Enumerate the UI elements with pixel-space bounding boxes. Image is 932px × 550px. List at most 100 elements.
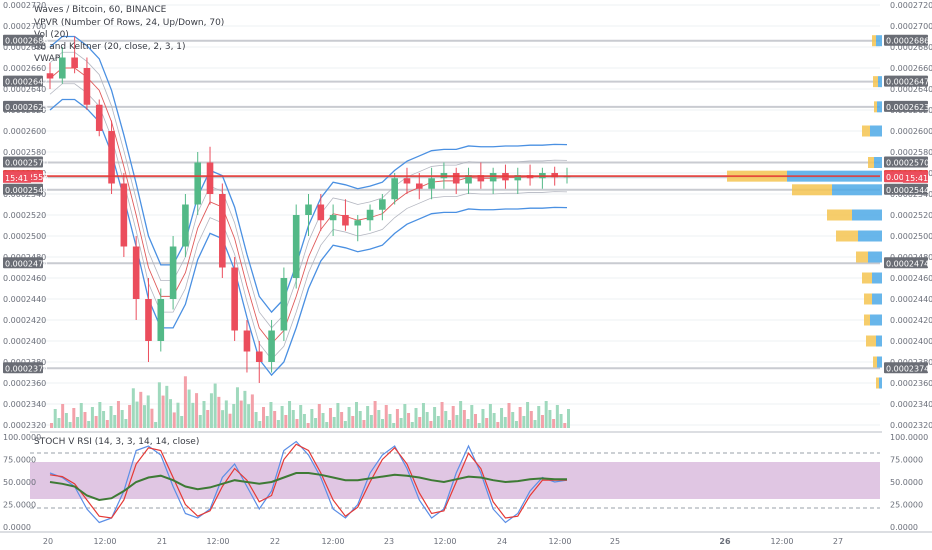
price-tick-left-10: 0.0002520 — [3, 211, 46, 220]
level-tag-left-8 — [3, 362, 43, 374]
candle-body-29 — [403, 178, 411, 184]
volume-bar-139 — [567, 409, 570, 428]
price-tick-right-3: 0.0002660 — [890, 64, 932, 73]
chart-title: Waves / Bitcoin, 60, BINANCE — [34, 5, 167, 15]
price-tick-left-14: 0.0002440 — [3, 295, 46, 304]
volume-bar-93 — [395, 409, 399, 428]
candle-body-36 — [489, 173, 497, 182]
volume-bar-64 — [288, 401, 292, 428]
candle-body-4 — [95, 104, 103, 131]
level-tag-right-8 — [884, 362, 928, 374]
volume-bar-137 — [559, 414, 563, 428]
candle-body-18 — [268, 330, 275, 362]
volume-bar-38 — [191, 402, 195, 428]
volume-bar-97 — [410, 422, 414, 428]
stoch-lines — [49, 440, 568, 524]
volume-bar-37 — [187, 389, 191, 428]
level-tag-left-label-8: 0.0002374 — [5, 364, 48, 373]
volume-bar-42 — [206, 410, 210, 428]
stoch-tick-right-4: 0.0000 — [890, 523, 918, 532]
stoch-tick-right-2: 50.0000 — [890, 478, 923, 487]
price-tick-left-13: 0.0002460 — [3, 274, 46, 283]
time-axis[interactable]: 20 12:00 21 12:00 22 12:00 23 12:00 24 12:00 25 26 1… — [43, 537, 843, 546]
volume-bar-66 — [295, 419, 299, 428]
volume-bar-108 — [451, 406, 455, 428]
volume-bar-91 — [388, 414, 392, 428]
stoch-k-line — [49, 440, 568, 524]
volume-bar-135 — [552, 419, 556, 428]
volume-bar-1 — [53, 409, 57, 428]
price-tick-left-7: 0.0002580 — [3, 148, 46, 157]
volume-bar-22 — [131, 388, 135, 428]
volume-bar-83 — [358, 411, 362, 428]
stoch-title[interactable]: STOCH V RSI (14, 3, 3, 14, 14, close) — [34, 437, 199, 447]
volume-bar-50 — [235, 387, 239, 428]
vpvr-down-bar-6 — [832, 184, 882, 196]
indicator-vpvr[interactable]: VPVR (Number Of Rows, 24, Up/Down, 70) — [34, 18, 224, 28]
price-tick-left-18: 0.0002360 — [3, 379, 46, 388]
price-tick-left-6: 0.0002600 — [3, 127, 46, 136]
volume-bar-81 — [351, 416, 355, 428]
keltner-lower — [49, 83, 568, 360]
candle-body-10 — [169, 246, 177, 299]
price-tick-left-4: 0.0002640 — [3, 85, 46, 94]
volume-bar-95 — [403, 404, 407, 428]
volume-bar-78 — [340, 412, 344, 428]
volume-bar-77 — [336, 403, 340, 428]
volume-bar-36 — [183, 376, 187, 428]
volume-bar-26 — [146, 395, 150, 428]
volume-bar-89 — [381, 419, 385, 428]
candle-body-31 — [428, 178, 435, 189]
price-tick-right-1: 0.0002700 — [890, 22, 932, 31]
indicator-bb-keltner[interactable]: BB and Keltner (20, close, 2, 3, 1) — [34, 42, 186, 52]
volume-bar-100 — [421, 403, 425, 428]
vpvr-up-bar-10 — [862, 272, 872, 284]
candle-body-7 — [132, 246, 140, 299]
vpvr-up-bar-14 — [873, 356, 877, 368]
volume-bar-130 — [533, 420, 537, 428]
volume-bar-122 — [503, 417, 507, 428]
volume-bar-128 — [526, 402, 530, 428]
stoch-tick-left-4: 0.0000 — [3, 523, 31, 532]
volume-bar-72 — [317, 404, 321, 428]
volume-bar-51 — [239, 400, 243, 428]
volume-bar-124 — [511, 412, 515, 428]
candle-body-1 — [59, 57, 66, 79]
level-tag-right-2 — [884, 100, 928, 112]
vpvr-down-bar-4 — [874, 157, 882, 168]
volume-bar-67 — [299, 405, 303, 428]
candle-body-35 — [477, 175, 485, 182]
volume-bar-31 — [165, 385, 169, 428]
volume-bar-86 — [369, 415, 373, 428]
level-tag-left-2 — [3, 100, 43, 112]
price-tick-left-1: 0.0002700 — [3, 22, 46, 31]
volume-bar-123 — [507, 403, 511, 428]
volume-bar-58 — [265, 416, 269, 428]
volume-bar-106 — [444, 411, 448, 428]
vpvr-up-bar-15 — [876, 377, 879, 389]
stoch-tick-left-1: 75.0000 — [3, 456, 36, 465]
indicator-vwap[interactable]: VWAP — [34, 54, 61, 64]
volume-bar-85 — [366, 406, 370, 428]
candle-body-33 — [452, 173, 460, 184]
level-tag-left-label-6: 0.0002544 — [5, 186, 48, 195]
volume-bar-0 — [50, 423, 53, 428]
volume-bar-82 — [354, 402, 358, 428]
candle-body-15 — [231, 267, 238, 331]
volume-bar-107 — [447, 420, 451, 428]
volume-bar-16 — [109, 406, 113, 428]
volume-bar-73 — [321, 413, 325, 428]
volume-bar-88 — [377, 410, 381, 428]
volume-bar-127 — [522, 416, 526, 428]
stoch-axis[interactable]: 100.0000 100.0000 75.0000 75.0000 50.0000 50.… — [3, 433, 928, 532]
volume-bar-68 — [302, 414, 306, 428]
vpvr-up-bar-4 — [868, 157, 874, 168]
volume-bar-120 — [496, 422, 500, 428]
time-tick-1: 12:00 — [93, 537, 116, 546]
time-tick-3: 12:00 — [206, 537, 229, 546]
volume-bar-35 — [180, 416, 184, 428]
volume-bar-23 — [135, 401, 139, 428]
time-tick-0: 20 — [43, 537, 53, 546]
vpvr-down-bar-9 — [868, 251, 882, 263]
indicator-vol[interactable]: Vol (20) — [34, 30, 69, 40]
